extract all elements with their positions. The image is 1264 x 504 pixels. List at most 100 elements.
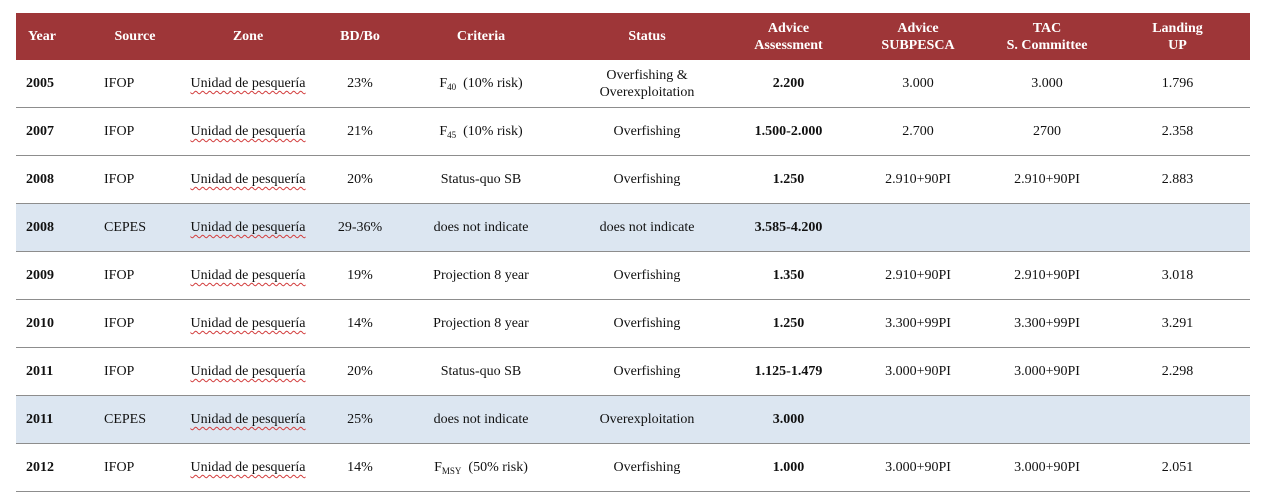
cell-year: 2011 [16, 347, 96, 396]
cell-tac: 3.000 [989, 60, 1105, 108]
cell-tac [989, 203, 1105, 252]
cell-zone: Unidad de pesquería [174, 347, 322, 396]
criteria-subscript: MSY [441, 466, 462, 476]
table-row: 2011 IFOP Unidad de pesquería 20% Status… [16, 347, 1250, 396]
header-year: Year [16, 13, 96, 60]
status-line1: Overfishing [613, 364, 681, 379]
zone-text: Unidad de pesquería [190, 268, 306, 283]
table-row: 2011 CEPES Unidad de pesquería 25% does … [16, 395, 1250, 444]
cell-status: Overfishing [564, 155, 730, 204]
status-line1: Overfishing & [606, 67, 688, 83]
zone-text: Unidad de pesquería [190, 460, 306, 475]
cell-year: 2008 [16, 203, 96, 252]
table-body: 2005 IFOP Unidad de pesquería 23% F40 (1… [16, 60, 1250, 492]
zone-text: Unidad de pesquería [190, 412, 306, 427]
cell-zone: Unidad de pesquería [174, 60, 322, 108]
cell-landing: 1.796 [1105, 60, 1250, 108]
cell-advice-subpesca [847, 395, 989, 444]
cell-status: Overfishing [564, 251, 730, 300]
zone-text: Unidad de pesquería [190, 76, 306, 91]
cell-advice-subpesca: 2.700 [847, 107, 989, 156]
cell-status: Overexploitation [564, 395, 730, 444]
cell-advice-subpesca [847, 203, 989, 252]
zone-text: Unidad de pesquería [190, 316, 306, 331]
cell-bdbo: 19% [322, 251, 398, 300]
cell-bdbo: 23% [322, 60, 398, 108]
cell-criteria: Projection 8 year [398, 251, 564, 300]
zone-text: Unidad de pesquería [190, 364, 306, 379]
cell-source: IFOP [96, 107, 174, 156]
header-status: Status [564, 13, 730, 60]
header-tac-line1: TAC [1032, 20, 1062, 36]
cell-criteria: Status-quo SB [398, 347, 564, 396]
cell-landing: 3.018 [1105, 251, 1250, 300]
header-advice-assessment-line1: Advice [767, 20, 810, 36]
cell-bdbo: 20% [322, 347, 398, 396]
cell-advice-assessment: 3.585-4.200 [730, 203, 847, 252]
zone-text: Unidad de pesquería [190, 220, 306, 235]
header-tac: TAC S. Committee [989, 13, 1105, 60]
criteria-main: Status-quo SB [440, 364, 522, 379]
cell-zone: Unidad de pesquería [174, 155, 322, 204]
cell-tac: 3.000+90PI [989, 347, 1105, 396]
cell-advice-subpesca: 2.910+90PI [847, 251, 989, 300]
cell-year: 2009 [16, 251, 96, 300]
cell-year: 2007 [16, 107, 96, 156]
cell-landing: 2.358 [1105, 107, 1250, 156]
criteria-rest: (10% risk) [456, 124, 523, 139]
table-row: 2007 IFOP Unidad de pesquería 21% F45 (1… [16, 107, 1250, 156]
cell-advice-subpesca: 2.910+90PI [847, 155, 989, 204]
cell-status: Overfishing [564, 347, 730, 396]
cell-criteria: does not indicate [398, 395, 564, 444]
cell-criteria: does not indicate [398, 203, 564, 252]
cell-landing: 3.291 [1105, 299, 1250, 348]
table-row: 2008 IFOP Unidad de pesquería 20% Status… [16, 155, 1250, 204]
cell-tac: 2.910+90PI [989, 155, 1105, 204]
cell-source: IFOP [96, 60, 174, 108]
cell-status: Overfishing [564, 443, 730, 492]
cell-tac: 2.910+90PI [989, 251, 1105, 300]
cell-criteria: FMSY (50% risk) [398, 443, 564, 492]
header-advice-assessment-line2: Assessment [754, 37, 823, 53]
cell-advice-assessment: 2.200 [730, 60, 847, 108]
criteria-rest: (10% risk) [456, 76, 523, 91]
cell-source: IFOP [96, 347, 174, 396]
cell-advice-subpesca: 3.000+90PI [847, 347, 989, 396]
header-advice-assessment: Advice Assessment [730, 13, 847, 60]
criteria-main: does not indicate [433, 220, 529, 235]
cell-advice-subpesca: 3.000 [847, 60, 989, 108]
cell-bdbo: 21% [322, 107, 398, 156]
cell-landing [1105, 203, 1250, 252]
header-advice-subpesca-line2: SUBPESCA [881, 37, 955, 53]
cell-year: 2011 [16, 395, 96, 444]
cell-zone: Unidad de pesquería [174, 395, 322, 444]
cell-zone: Unidad de pesquería [174, 251, 322, 300]
cell-bdbo: 29-36% [322, 203, 398, 252]
table-row: 2012 IFOP Unidad de pesquería 14% FMSY (… [16, 443, 1250, 492]
table-row: 2005 IFOP Unidad de pesquería 23% F40 (1… [16, 60, 1250, 108]
cell-advice-subpesca: 3.300+99PI [847, 299, 989, 348]
cell-bdbo: 14% [322, 299, 398, 348]
cell-status: does not indicate [564, 203, 730, 252]
criteria-subscript: 40 [447, 82, 457, 92]
cell-advice-assessment: 1.250 [730, 155, 847, 204]
criteria-main: does not indicate [433, 412, 529, 427]
cell-landing: 2.883 [1105, 155, 1250, 204]
cell-source: IFOP [96, 299, 174, 348]
header-bdbo: BD/Bo [322, 13, 398, 60]
cell-advice-assessment: 3.000 [730, 395, 847, 444]
cell-bdbo: 14% [322, 443, 398, 492]
cell-criteria: F40 (10% risk) [398, 60, 564, 108]
cell-tac: 2700 [989, 107, 1105, 156]
table-row: 2010 IFOP Unidad de pesquería 14% Projec… [16, 299, 1250, 348]
header-landing-line2: UP [1168, 37, 1187, 53]
status-line1: Overfishing [613, 124, 681, 139]
status-line1: Overexploitation [599, 412, 695, 427]
cell-zone: Unidad de pesquería [174, 299, 322, 348]
header-row: Year Source Zone BD/Bo Criteria Status A… [16, 13, 1250, 60]
cell-advice-subpesca: 3.000+90PI [847, 443, 989, 492]
cell-year: 2005 [16, 60, 96, 108]
cell-advice-assessment: 1.250 [730, 299, 847, 348]
cell-criteria: Projection 8 year [398, 299, 564, 348]
zone-text: Unidad de pesquería [190, 172, 306, 187]
